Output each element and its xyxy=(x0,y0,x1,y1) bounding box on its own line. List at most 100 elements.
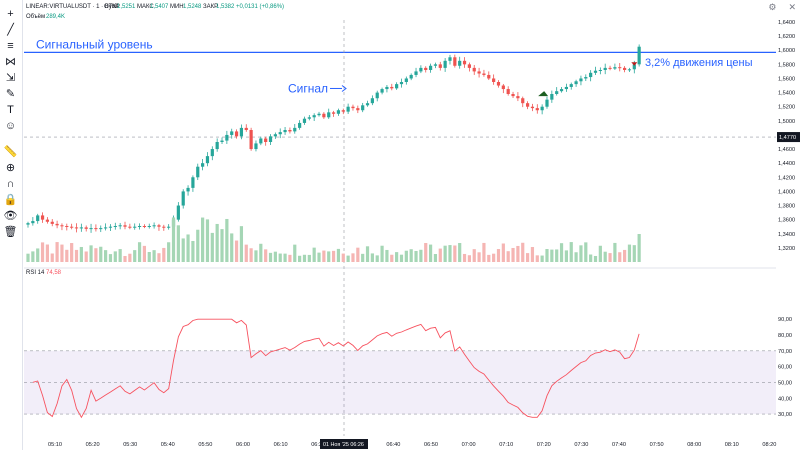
volume-bar xyxy=(521,242,525,262)
trend-line-icon[interactable]: ╱ xyxy=(7,24,14,36)
candle xyxy=(336,110,341,114)
volume-bar xyxy=(506,251,510,262)
emoji-icon[interactable]: ☺ xyxy=(4,119,17,132)
candle xyxy=(278,132,282,135)
volume-bar xyxy=(618,252,622,262)
candle xyxy=(123,225,127,227)
drawing-toolbar: + ╱ ≡ ⋈ ⇲ ✎ T ☺ 📏 ⊕ ∩ 🔒 👁 🗑 xyxy=(0,0,23,450)
volume-bar xyxy=(31,251,35,262)
candle xyxy=(234,131,239,137)
volume-bar xyxy=(458,243,462,262)
volume-bar xyxy=(230,233,234,262)
volume-bar xyxy=(453,245,457,262)
settings-icon[interactable]: ⚙ xyxy=(768,2,777,12)
volume-bar xyxy=(530,247,535,262)
volume-bar xyxy=(589,254,593,262)
candle xyxy=(147,226,151,227)
volume-bar xyxy=(128,253,132,262)
rsi-value: 74,58 xyxy=(46,270,62,276)
time-tick-label: 06:20 xyxy=(311,442,325,448)
text-icon[interactable]: T xyxy=(7,103,14,116)
volume-bar xyxy=(108,254,113,262)
top-right-controls: ⚙ ✕ xyxy=(768,2,796,13)
volume-bar xyxy=(390,254,394,262)
candle xyxy=(201,163,205,167)
candle xyxy=(181,191,185,206)
volume-bar xyxy=(26,253,30,262)
rsi-tick-label: 80,00 xyxy=(778,333,792,339)
volume-bar xyxy=(70,243,74,262)
time-tick-label: 06:10 xyxy=(274,442,288,448)
time-tick-label: 08:20 xyxy=(762,442,776,448)
candle xyxy=(589,72,593,78)
pattern-icon[interactable]: ⋈ xyxy=(5,56,16,68)
volume-bar xyxy=(133,250,137,262)
eye-icon[interactable]: 👁 xyxy=(3,210,18,222)
volume-bar xyxy=(462,253,467,262)
candle xyxy=(118,225,122,227)
candle xyxy=(385,86,389,90)
candle xyxy=(613,67,617,69)
volume-bar xyxy=(142,245,147,262)
ohlc-value: 1,5251 xyxy=(117,4,136,10)
price-tick-label: 1,3600 xyxy=(778,218,795,224)
candle xyxy=(467,64,471,68)
volume-bar xyxy=(201,217,205,262)
signal-level-label: Сигнальный уровень xyxy=(36,37,153,51)
candle xyxy=(137,226,142,227)
candle xyxy=(133,226,137,228)
volume-bar xyxy=(487,254,491,262)
volume-bar xyxy=(123,255,127,262)
volume-bar xyxy=(191,240,195,262)
price-tick-label: 1,6200 xyxy=(778,34,795,40)
volume-bar xyxy=(341,253,345,262)
price-tick-label: 1,5200 xyxy=(778,105,795,111)
candle xyxy=(26,223,30,225)
volume-bar xyxy=(370,253,374,262)
candle xyxy=(55,223,59,226)
ruler-icon[interactable]: 📏 xyxy=(3,146,18,158)
volume-bar xyxy=(104,250,108,262)
brush-icon[interactable]: ✎ xyxy=(5,88,16,100)
candle xyxy=(225,134,229,141)
volume-bar xyxy=(496,249,501,262)
volume-bar xyxy=(492,253,496,262)
volume-bar xyxy=(307,254,311,262)
lock-icon[interactable]: 🔒 xyxy=(3,194,18,206)
crosshair-icon[interactable]: + xyxy=(7,7,14,20)
volume-bar xyxy=(167,242,171,262)
zoom-icon[interactable]: ⊕ xyxy=(5,162,16,174)
time-tick-label: 05:10 xyxy=(48,442,62,448)
fib-icon[interactable]: ≡ xyxy=(7,39,14,52)
price-tick-label: 1,3800 xyxy=(778,204,795,210)
volume-bar xyxy=(118,249,122,262)
trash-icon[interactable]: 🗑 xyxy=(3,226,18,238)
candle xyxy=(167,226,171,228)
price-tick-label: 1,6400 xyxy=(778,20,795,26)
volume-bar xyxy=(147,252,151,262)
symbol-title: LINEAR:VIRTUALUSDT · 1 · Bybit xyxy=(26,4,118,10)
candle xyxy=(220,140,224,142)
candle xyxy=(555,91,559,94)
candle xyxy=(632,64,636,70)
ohlc-value: 1,5407 xyxy=(150,4,169,10)
candle xyxy=(356,108,360,111)
volume-bar xyxy=(608,253,612,262)
time-tick-label: 07:30 xyxy=(574,442,588,448)
projection-icon[interactable]: ⇲ xyxy=(5,72,16,84)
candle xyxy=(283,130,287,133)
close-icon[interactable]: ✕ xyxy=(788,2,796,12)
magnet-icon[interactable]: ∩ xyxy=(6,177,15,190)
candle xyxy=(157,225,161,227)
candle xyxy=(239,127,244,137)
volume-bar xyxy=(399,254,404,262)
candle xyxy=(370,98,374,104)
candle xyxy=(424,67,428,70)
time-tick-label: 07:40 xyxy=(612,442,626,448)
time-tick-label: 07:10 xyxy=(499,442,513,448)
volume-bar xyxy=(283,253,287,262)
rsi-tick-label: 50,00 xyxy=(778,380,792,386)
volume-bar xyxy=(433,254,438,262)
volume-bar xyxy=(331,250,336,262)
